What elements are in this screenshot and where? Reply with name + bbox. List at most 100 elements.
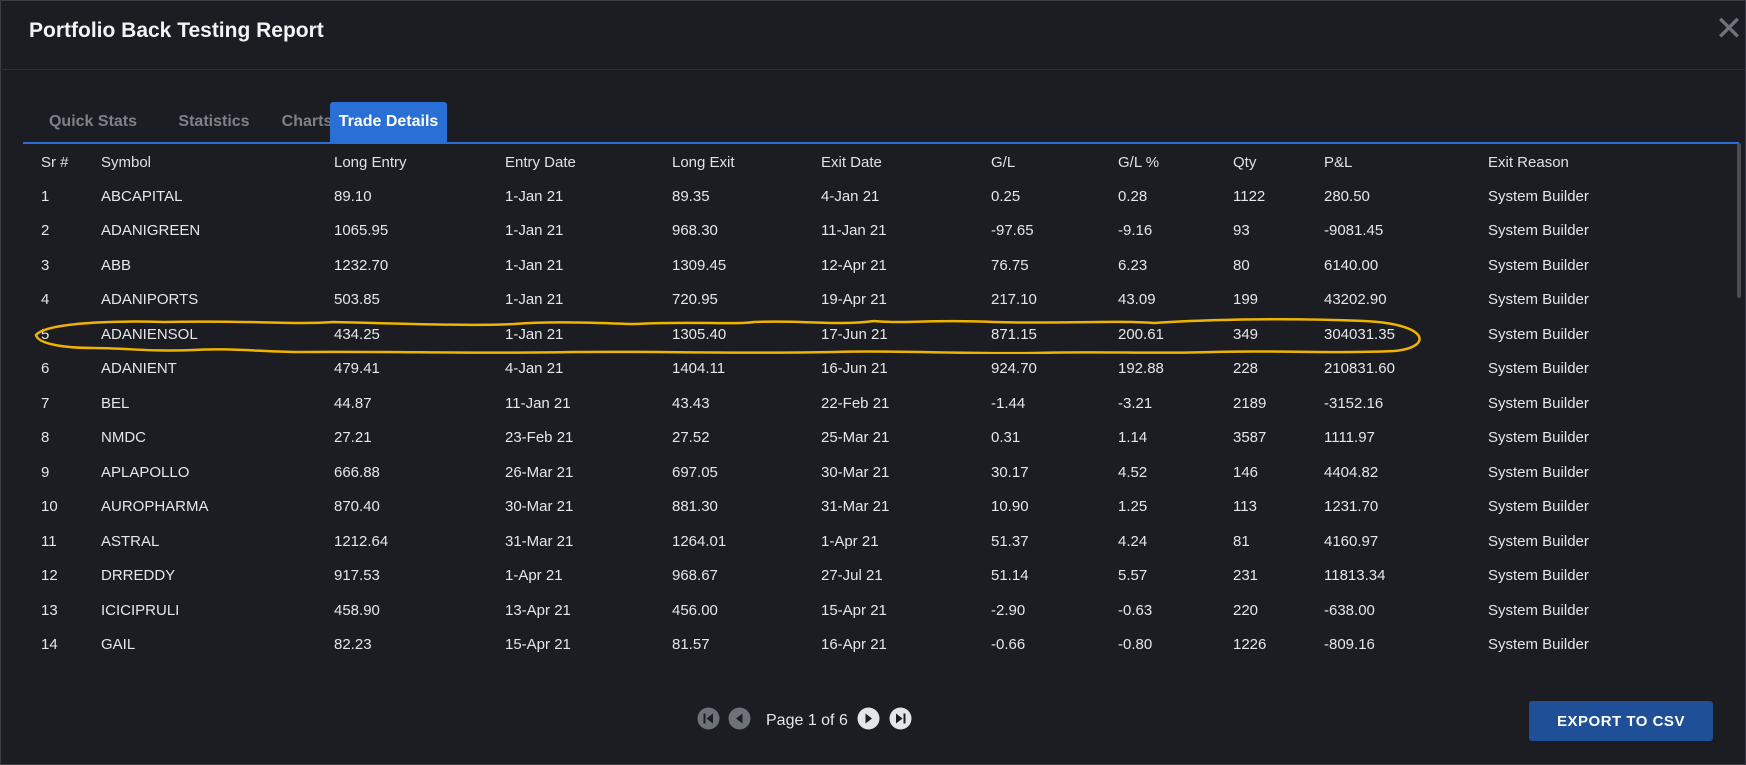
cell-qty: 2189 [1233, 394, 1267, 412]
cell-pnl: -9081.45 [1324, 222, 1384, 240]
cell-gain-loss-pct: 1.14 [1118, 429, 1148, 447]
cell-exit-date: 1-Apr 21 [821, 532, 879, 550]
table-row[interactable]: 10 AUROPHARMA 870.40 30-Mar 21 881.30 31-Mar … [23, 490, 1739, 525]
cell-exit-date: 30-Mar 21 [821, 463, 890, 481]
cell-entry-date: 26-Mar 21 [505, 463, 574, 481]
table-header-row: Sr # Symbol Long Entry Entry Date Long Exit E… [23, 145, 1739, 179]
cell-long-exit: 27.52 [672, 429, 710, 447]
cell-symbol: ASTRAL [101, 532, 160, 550]
cell-gain-loss-pct: 4.52 [1118, 463, 1148, 481]
cell-exit-date: 16-Jun 21 [821, 360, 888, 378]
cell-long-exit: 1309.45 [672, 256, 727, 274]
cell-exit-date: 16-Apr 21 [821, 636, 887, 654]
cell-exit-reason: System Builder [1488, 567, 1589, 585]
table-row[interactable]: 12 DRREDDY 917.53 1-Apr 21 968.67 27-Jul 21 51… [23, 559, 1739, 594]
cell-long-exit: 1264.01 [672, 532, 727, 550]
cell-long-entry: 27.21 [334, 429, 372, 447]
tab-bar: Quick Stats Statistics Charts Trade Deta… [23, 102, 1739, 144]
cell-gain-loss-pct: -9.16 [1118, 222, 1153, 240]
table-row[interactable]: 6 ADANIENT 479.41 4-Jan 21 1404.11 16-Jun 21 9… [23, 352, 1739, 387]
cell-qty: 93 [1233, 222, 1250, 240]
table-row[interactable]: 4 ADANIPORTS 503.85 1-Jan 21 720.95 19-Apr 21… [23, 283, 1739, 318]
cell-exit-reason: System Builder [1488, 325, 1589, 343]
cell-exit-reason: System Builder [1488, 256, 1589, 274]
cell-qty: 228 [1233, 360, 1259, 378]
previous-page-icon[interactable] [728, 707, 751, 730]
export-to-csv-button[interactable]: EXPORT TO CSV [1529, 701, 1713, 741]
tab-trade-details[interactable]: Trade Details [330, 102, 447, 142]
table-row[interactable]: 8 NMDC 27.21 23-Feb 21 27.52 25-Mar 21 0.31 1.1… [23, 421, 1739, 456]
cell-symbol: ABB [101, 256, 132, 274]
cell-qty: 1226 [1233, 636, 1267, 654]
cell-entry-date: 30-Mar 21 [505, 498, 574, 516]
table-row[interactable]: 7 BEL 44.87 11-Jan 21 43.43 22-Feb 21 -1.44 -3.… [23, 386, 1739, 421]
column-header-sr-no: Sr # [41, 153, 69, 171]
cell-sr-no: 2 [41, 222, 50, 240]
cell-long-exit: 968.30 [672, 222, 718, 240]
cell-entry-date: 1-Jan 21 [505, 291, 564, 309]
cell-symbol: AUROPHARMA [101, 498, 209, 516]
cell-gain-loss: 0.31 [991, 429, 1021, 447]
cell-gain-loss-pct: 1.25 [1118, 498, 1148, 516]
cell-long-entry: 666.88 [334, 463, 380, 481]
cell-exit-reason: System Builder [1488, 601, 1589, 619]
cell-symbol: ICICIPRULI [101, 601, 180, 619]
cell-long-exit: 89.35 [672, 187, 710, 205]
trade-details-table: Sr # Symbol Long Entry Entry Date Long Exit E… [23, 145, 1739, 662]
cell-symbol: GAIL [101, 636, 136, 654]
table-scrollbar[interactable] [1737, 143, 1741, 298]
cell-sr-no: 11 [41, 532, 57, 550]
table-row[interactable]: 5 ADANIENSOL 434.25 1-Jan 21 1305.40 17-Jun 2… [23, 317, 1739, 352]
table-row[interactable]: 2 ADANIGREEN 1065.95 1-Jan 21 968.30 11-Jan 2… [23, 214, 1739, 249]
cell-sr-no: 7 [41, 394, 50, 412]
table-header: Sr # Symbol Long Entry Entry Date Long Exit E… [23, 145, 1739, 179]
cell-long-entry: 458.90 [334, 601, 380, 619]
tab-charts[interactable]: Charts [281, 113, 333, 130]
cell-pnl: 43202.90 [1324, 291, 1387, 309]
cell-long-exit: 81.57 [672, 636, 710, 654]
cell-exit-date: 25-Mar 21 [821, 429, 890, 447]
cell-exit-reason: System Builder [1488, 429, 1589, 447]
table-row[interactable]: 9 APLAPOLLO 666.88 26-Mar 21 697.05 30-Mar 21… [23, 455, 1739, 490]
cell-gain-loss-pct: 43.09 [1118, 291, 1156, 309]
table-body: 1 ABCAPITAL 89.10 1-Jan 21 89.35 4-Jan 21 0.25… [23, 179, 1739, 662]
cell-pnl: 4160.97 [1324, 532, 1379, 550]
cell-pnl: 280.50 [1324, 187, 1370, 205]
cell-symbol: DRREDDY [101, 567, 176, 585]
page-title: Portfolio Back Testing Report [29, 19, 324, 42]
first-page-icon[interactable] [697, 707, 720, 730]
cell-gain-loss: -97.65 [991, 222, 1034, 240]
table-row[interactable]: 14 GAIL 82.23 15-Apr 21 81.57 16-Apr 21 -0.66 -… [23, 628, 1739, 663]
tab-quick-stats[interactable]: Quick Stats [48, 113, 138, 130]
cell-long-entry: 434.25 [334, 325, 380, 343]
cell-long-entry: 89.10 [334, 187, 372, 205]
cell-qty: 146 [1233, 463, 1259, 481]
cell-gain-loss-pct: 5.57 [1118, 567, 1148, 585]
table-row[interactable]: 1 ABCAPITAL 89.10 1-Jan 21 89.35 4-Jan 21 0.25… [23, 179, 1739, 214]
cell-gain-loss-pct: -0.80 [1118, 636, 1153, 654]
cell-long-entry: 82.23 [334, 636, 372, 654]
cell-sr-no: 8 [41, 429, 50, 447]
cell-long-exit: 968.67 [672, 567, 718, 585]
cell-sr-no: 5 [41, 325, 50, 343]
table-row[interactable]: 11 ASTRAL 1212.64 31-Mar 21 1264.01 1-Apr 21 5… [23, 524, 1739, 559]
cell-exit-date: 4-Jan 21 [821, 187, 880, 205]
table-row[interactable]: 3 ABB 1232.70 1-Jan 21 1309.45 12-Apr 21 76.75… [23, 248, 1739, 283]
cell-symbol: BEL [101, 394, 130, 412]
cell-entry-date: 23-Feb 21 [505, 429, 574, 447]
last-page-icon[interactable] [889, 707, 912, 730]
cell-sr-no: 10 [41, 498, 58, 516]
cell-pnl: 4404.82 [1324, 463, 1379, 481]
cell-exit-date: 22-Feb 21 [821, 394, 890, 412]
column-header-qty: Qty [1233, 153, 1257, 171]
cell-long-entry: 479.41 [334, 360, 380, 378]
cell-sr-no: 12 [41, 567, 58, 585]
close-icon[interactable]: ✕ [1714, 10, 1744, 48]
tab-statistics[interactable]: Statistics [178, 113, 250, 130]
cell-gain-loss-pct: 4.24 [1118, 532, 1148, 550]
cell-gain-loss: 51.37 [991, 532, 1029, 550]
cell-exit-date: 12-Apr 21 [821, 256, 887, 274]
table-row[interactable]: 13 ICICIPRULI 458.90 13-Apr 21 456.00 15-Apr … [23, 593, 1739, 628]
cell-gain-loss-pct: 192.88 [1118, 360, 1164, 378]
next-page-icon[interactable] [857, 707, 880, 730]
